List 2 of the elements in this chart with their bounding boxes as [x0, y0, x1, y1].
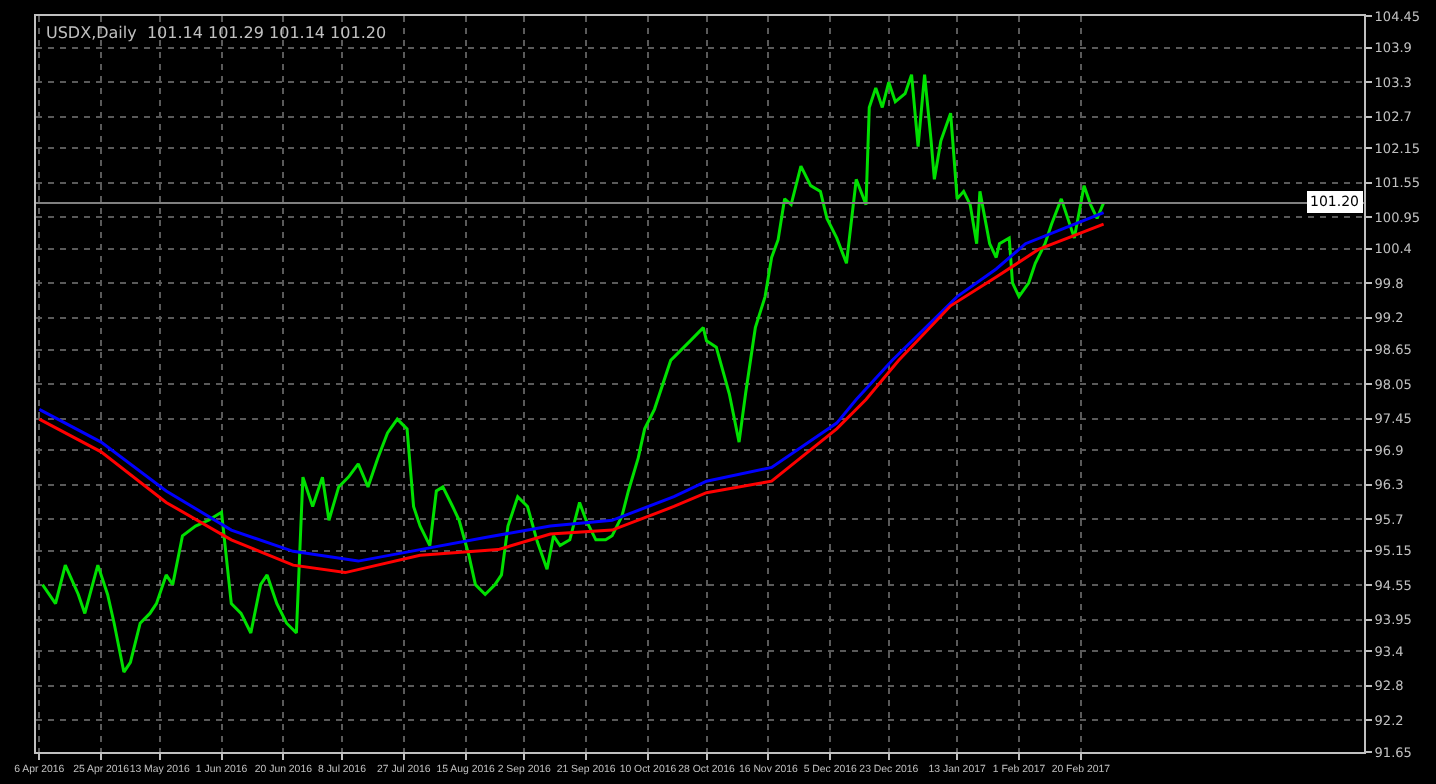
text: USDX,Daily 101.14 101.29 101.14 101.20 — [46, 24, 387, 42]
line-series — [41, 73, 1106, 674]
